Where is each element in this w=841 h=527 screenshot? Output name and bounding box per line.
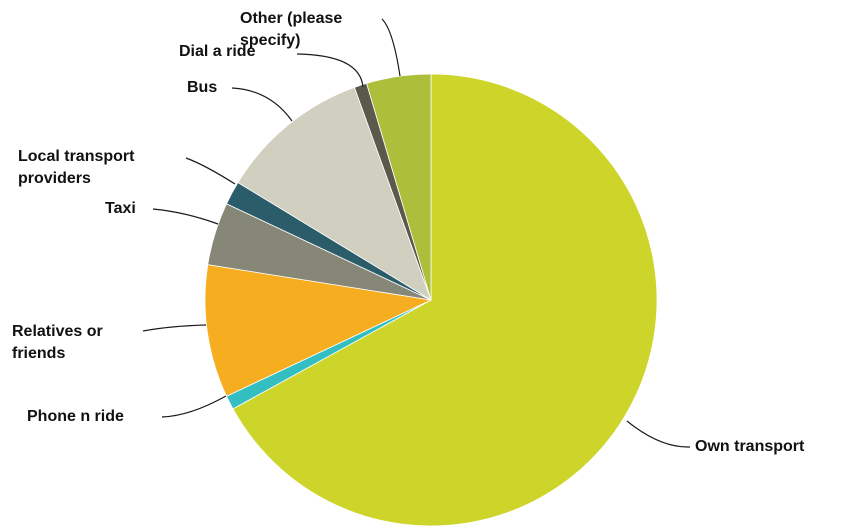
leader-line-bus [231, 87, 293, 122]
slice-label-relatives-or-friends: Relatives or friends [12, 323, 103, 362]
leader-line-taxi [152, 208, 219, 225]
slice-label-other-please-specify: Other (please specify) [240, 10, 342, 49]
pie-slice-own-transport [232, 73, 658, 527]
pie-slice-bus [237, 86, 432, 301]
pie-slice-other-please-specify [366, 73, 432, 301]
slice-labels: Own transport Phone n ride Relatives or fri… [12, 10, 805, 455]
slice-label-bus: Bus [187, 79, 217, 96]
leader-line-other-please-specify [381, 18, 401, 77]
slice-label-local-transport-providers: Local transport providers [18, 148, 135, 187]
slice-label-own-transport: Own transport [695, 438, 805, 455]
leader-line-dial-a-ride [296, 53, 364, 88]
leader-line-relatives-or-friends [142, 324, 207, 332]
slice-label-phone-n-ride: Phone n ride [27, 408, 124, 425]
slice-label-dial-a-ride: Dial a ride [179, 43, 256, 60]
leader-lines [142, 18, 691, 448]
leader-line-own-transport [626, 420, 691, 448]
slice-label-taxi: Taxi [105, 200, 136, 217]
leader-line-phone-n-ride [161, 395, 227, 418]
pie-slice-relatives-or-friends [204, 264, 433, 397]
pie-slices [204, 73, 658, 527]
leader-line-local-transport-providers [185, 157, 236, 185]
